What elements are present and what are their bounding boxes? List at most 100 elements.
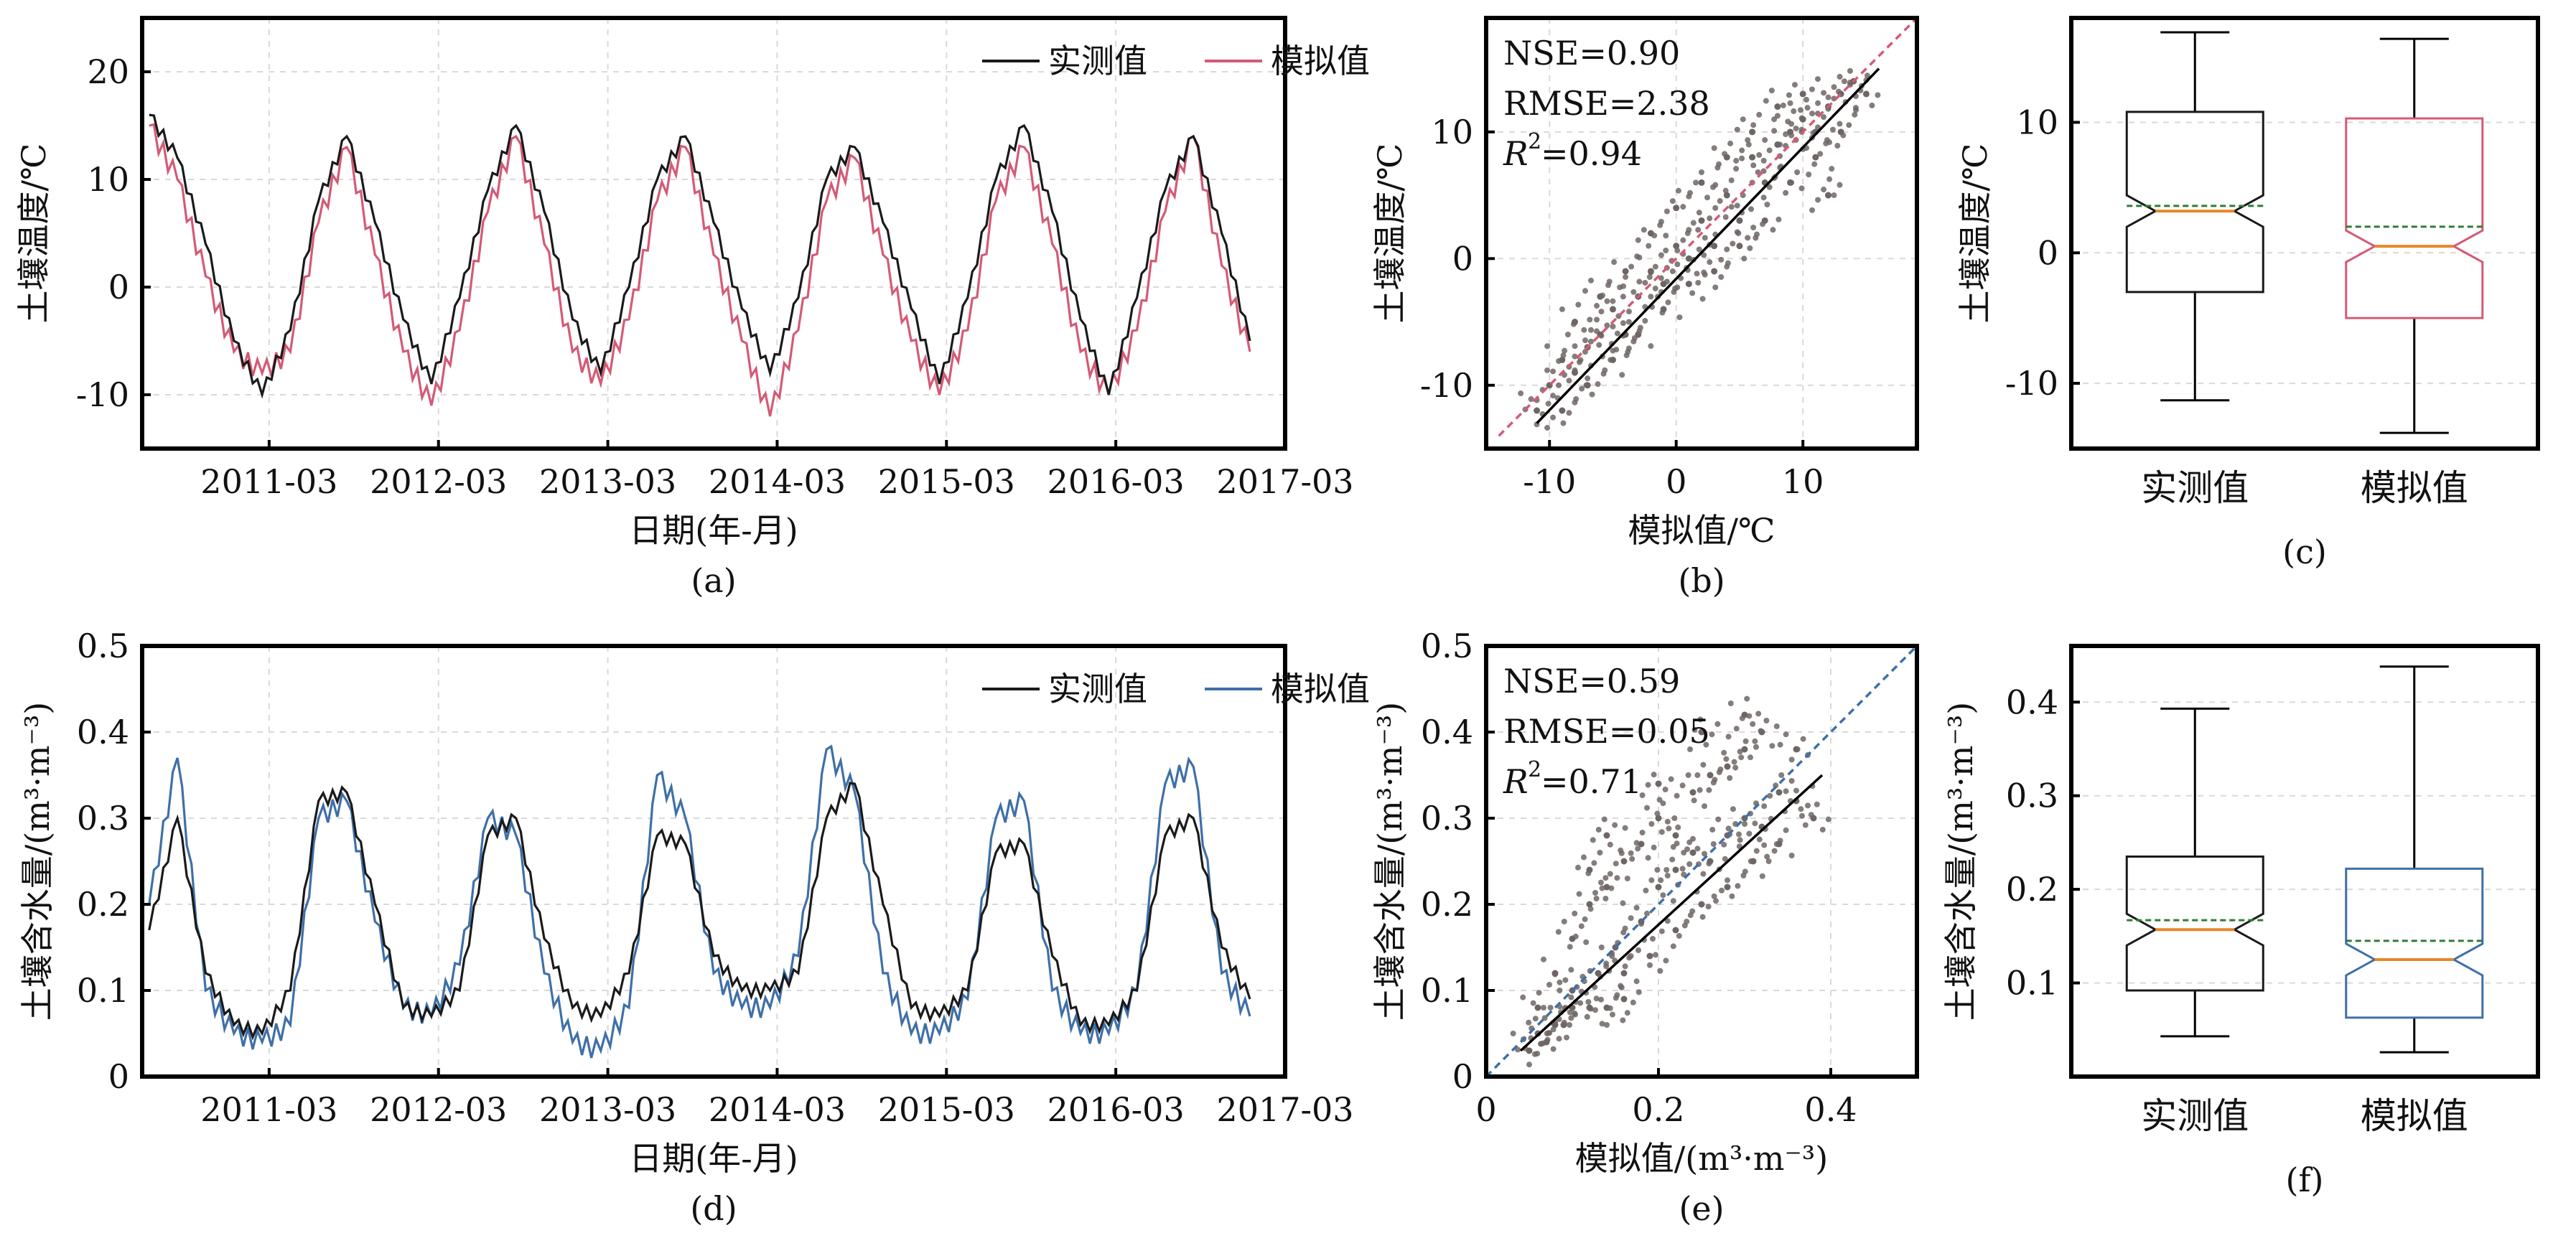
scatter-point	[1694, 271, 1700, 277]
scatter-point	[1722, 187, 1729, 194]
scatter-point	[1572, 910, 1578, 917]
panel-caption: (e)	[1679, 1189, 1724, 1228]
scatter-point	[1594, 303, 1600, 309]
scatter-point	[1663, 208, 1670, 215]
scatter-point	[1550, 1026, 1557, 1033]
scatter-point	[1809, 111, 1816, 117]
panel-caption: (f)	[2286, 1161, 2324, 1199]
scatter-point	[1725, 877, 1730, 884]
scatter-point	[1774, 103, 1781, 111]
legend-label: 实测值	[1048, 42, 1147, 80]
scatter-point	[1698, 728, 1705, 736]
scatter-point	[1811, 161, 1818, 167]
scatter-point	[1670, 943, 1676, 950]
scatter-point	[1598, 945, 1605, 950]
scatter-point	[1798, 806, 1804, 812]
scatter-point	[1767, 792, 1773, 799]
scatter-point	[1577, 1000, 1584, 1006]
scatter-point	[1748, 206, 1755, 212]
scatter-point	[1652, 285, 1658, 291]
scatter-point	[1612, 822, 1618, 828]
scatter-point	[1570, 321, 1577, 327]
scatter-point	[1747, 754, 1753, 761]
scatter-point	[1620, 995, 1628, 1003]
scatter-point	[1798, 185, 1805, 192]
scatter-point	[1645, 782, 1651, 788]
scatter-point	[1674, 840, 1680, 847]
scatter-point	[1750, 122, 1757, 128]
scatter-point	[1722, 214, 1729, 220]
scatter-point	[1646, 273, 1653, 280]
scatter-point	[1586, 901, 1593, 908]
x-tick-label: 0.2	[1632, 1090, 1684, 1129]
scatter-point	[1711, 243, 1718, 250]
scatter-point	[1739, 147, 1745, 154]
scatter-point	[1651, 772, 1657, 778]
scatter-point	[1636, 278, 1643, 285]
scatter-point	[1680, 204, 1686, 210]
scatter-point	[1864, 72, 1870, 79]
scatter-point	[1805, 802, 1811, 809]
scatter-point	[1603, 832, 1610, 839]
scatter-point	[1752, 820, 1758, 827]
scatter-point	[1526, 1019, 1532, 1026]
scatter-point	[1669, 198, 1676, 205]
scatter-point	[1837, 121, 1843, 127]
scatter-point	[1829, 166, 1835, 172]
scatter-point	[1658, 218, 1664, 225]
scatter-point	[1696, 246, 1702, 253]
scatter-point	[1663, 867, 1670, 873]
scatter-point	[1703, 741, 1709, 748]
scatter-point	[1581, 327, 1587, 333]
scatter-point	[1620, 858, 1628, 865]
scatter-point	[1840, 132, 1847, 139]
scatter-point	[1651, 844, 1657, 850]
y-tick-label: 0.3	[77, 799, 129, 838]
scatter-point	[1592, 890, 1598, 896]
scatter-point	[1546, 1030, 1552, 1036]
scatter-point	[1710, 184, 1716, 190]
y-axis-label: 土壤含水量/(m³·m⁻³)	[1941, 702, 1980, 1021]
scatter-point	[1685, 255, 1692, 262]
scatter-point	[1733, 157, 1740, 164]
scatter-point	[1746, 830, 1753, 837]
scatter-point	[1699, 169, 1704, 176]
scatter-point	[1619, 372, 1625, 378]
scatter-point	[1560, 1021, 1567, 1028]
y-tick-label: 0.4	[1421, 713, 1473, 751]
scatter-point	[1702, 803, 1707, 810]
scatter-point	[1603, 963, 1610, 970]
scatter-point	[1585, 375, 1591, 382]
scatter-point	[1592, 1007, 1598, 1013]
scatter-point	[1725, 734, 1732, 740]
x-tick-label: 0	[1475, 1090, 1496, 1129]
scatter-point	[1731, 759, 1737, 765]
scatter-point	[1728, 177, 1735, 184]
scatter-point	[1658, 252, 1664, 258]
scatter-point	[1771, 128, 1778, 134]
scatter-point	[1635, 947, 1641, 953]
scatter-point	[1777, 141, 1783, 148]
scatter-point	[1689, 789, 1697, 796]
scatter-point	[1635, 845, 1641, 852]
scatter-point	[1557, 988, 1563, 993]
scatter-point	[1733, 166, 1740, 172]
scatter-point	[1727, 700, 1734, 706]
scatter-point	[1544, 425, 1551, 431]
scatter-point	[1594, 317, 1600, 323]
scatter-point	[1783, 189, 1789, 196]
scatter-point	[1630, 999, 1636, 1006]
scatter-point	[1706, 787, 1712, 793]
scatter-point	[1610, 298, 1616, 304]
panel-caption: (a)	[691, 561, 736, 600]
y-axis-label: 土壤含水量/(m³·m⁻³)	[1371, 702, 1409, 1021]
scatter-point	[1582, 916, 1588, 922]
scatter-point	[1534, 1004, 1541, 1011]
scatter-point	[1735, 883, 1741, 889]
scatter-point	[1600, 292, 1606, 299]
scatter-point	[1559, 407, 1566, 414]
scatter-point	[1638, 840, 1645, 848]
scatter-point	[1725, 825, 1732, 832]
scatter-point	[1534, 1051, 1541, 1056]
scatter-point	[1768, 88, 1775, 94]
